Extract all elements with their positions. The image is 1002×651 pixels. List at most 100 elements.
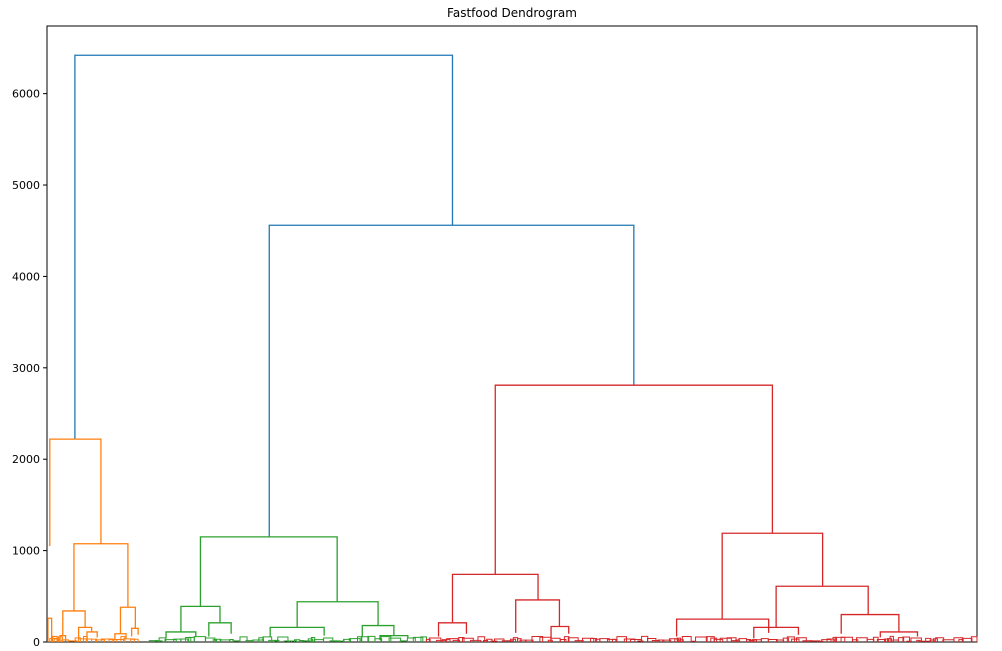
leaf-merge: [130, 638, 139, 642]
leaf-merge: [77, 638, 87, 642]
dendrogram-link: [775, 585, 869, 628]
leaf-merge: [929, 639, 935, 642]
leaf-merge: [539, 636, 552, 642]
leaf-merge: [961, 637, 973, 642]
leaf-merge: [713, 638, 724, 642]
y-tick-label: 2000: [12, 453, 40, 466]
links-layer: [47, 54, 919, 642]
leaf-merge: [902, 636, 911, 642]
dendrogram-link: [296, 601, 379, 628]
chart-title: Fastfood Dendrogram: [447, 6, 577, 20]
leaf-merge: [889, 635, 894, 642]
leaf-merge: [91, 638, 97, 642]
leaf-merge: [832, 636, 837, 642]
leaf-merge: [388, 637, 402, 642]
leaf-merge: [123, 638, 135, 642]
leaf-merge: [590, 637, 598, 642]
dendrogram-link: [119, 606, 136, 634]
dendrogram-link: [62, 610, 86, 636]
y-tick-label: 6000: [12, 88, 40, 101]
leaf-merge: [108, 639, 118, 642]
dendrogram-link: [361, 624, 395, 637]
leaf-merge: [185, 637, 192, 642]
leaf-merge: [307, 638, 313, 642]
leaf-merge: [95, 639, 106, 642]
leaf-merge: [452, 639, 461, 642]
leaf-merge: [767, 638, 778, 642]
leaf-merge: [883, 638, 889, 642]
y-axis: 0 1000 2000 3000 4000 5000 6000: [12, 88, 47, 649]
leaf-merge: [970, 636, 978, 642]
leaf-merge: [100, 638, 114, 642]
leaf-merge: [731, 640, 738, 642]
leaf-merge: [876, 639, 887, 642]
dendrogram-link: [379, 634, 409, 641]
leaf-merge: [239, 636, 248, 642]
leaf-merge: [262, 636, 273, 642]
leaf-merge: [816, 640, 824, 642]
leaf-merge: [283, 640, 293, 642]
plot-area: [46, 25, 978, 643]
dendrogram-link: [753, 626, 800, 639]
leaf-merge: [599, 638, 610, 642]
leaf-merge: [301, 640, 311, 642]
leaf-merge: [782, 637, 790, 642]
leaf-merge: [681, 635, 692, 642]
leaf-merge: [910, 637, 922, 642]
leaf-merge: [821, 639, 832, 642]
leaf-merge: [719, 637, 732, 642]
leaf-merge: [188, 636, 195, 642]
leaf-merge: [360, 636, 370, 642]
dendrogram-link: [437, 622, 468, 637]
leaf-merge: [531, 636, 544, 642]
leaf-merge: [53, 638, 61, 642]
leaf-merge: [574, 640, 584, 642]
leaf-merge: [748, 640, 755, 642]
dendrogram-link: [47, 617, 53, 642]
leaf-merge: [288, 640, 298, 642]
dendrogram-link: [550, 625, 570, 639]
leaf-merge: [525, 639, 534, 642]
leaf-merge: [412, 636, 424, 642]
leaf-merge: [323, 637, 334, 642]
leaf-merge: [840, 636, 853, 642]
leaf-merge: [483, 639, 489, 642]
leaf-merge: [651, 639, 660, 642]
dendrogram-link: [73, 543, 129, 611]
leaf-merge: [436, 639, 446, 642]
leaf-merge: [519, 639, 527, 642]
leaf-merge: [338, 640, 345, 642]
leaf-merge: [49, 637, 58, 642]
leaf-merge: [735, 639, 741, 642]
dendrogram-link: [114, 633, 127, 641]
leaf-merge: [215, 638, 222, 642]
leaf-merge: [958, 639, 964, 642]
leaf-merge: [458, 637, 465, 642]
leaf-merge: [559, 638, 567, 642]
leaf-merge: [710, 637, 718, 642]
dendrogram-link: [130, 627, 139, 637]
leaf-merge: [374, 638, 383, 642]
y-tick-label: 4000: [12, 270, 40, 283]
dendrogram-link: [494, 384, 774, 575]
leaf-fringe: [49, 635, 978, 642]
dendrogram-link: [675, 618, 770, 637]
leaf-merge: [274, 640, 279, 642]
leaf-merge: [657, 639, 665, 642]
leaf-merge: [193, 636, 207, 642]
dendrogram-link: [208, 622, 232, 637]
dendrogram-link: [451, 573, 539, 623]
dendrogram-link: [879, 631, 919, 638]
dendrogram-link: [269, 626, 325, 638]
leaf-merge: [406, 637, 416, 642]
leaf-merge: [277, 636, 289, 642]
leaf-merge: [343, 638, 352, 642]
leaf-merge: [678, 639, 684, 642]
leaf-merge: [470, 639, 482, 642]
leaf-merge: [154, 640, 163, 642]
leaf-merge: [380, 636, 392, 642]
dendrogram-link: [180, 605, 221, 632]
leaf-merge: [791, 638, 800, 642]
leaf-merge: [425, 638, 431, 642]
